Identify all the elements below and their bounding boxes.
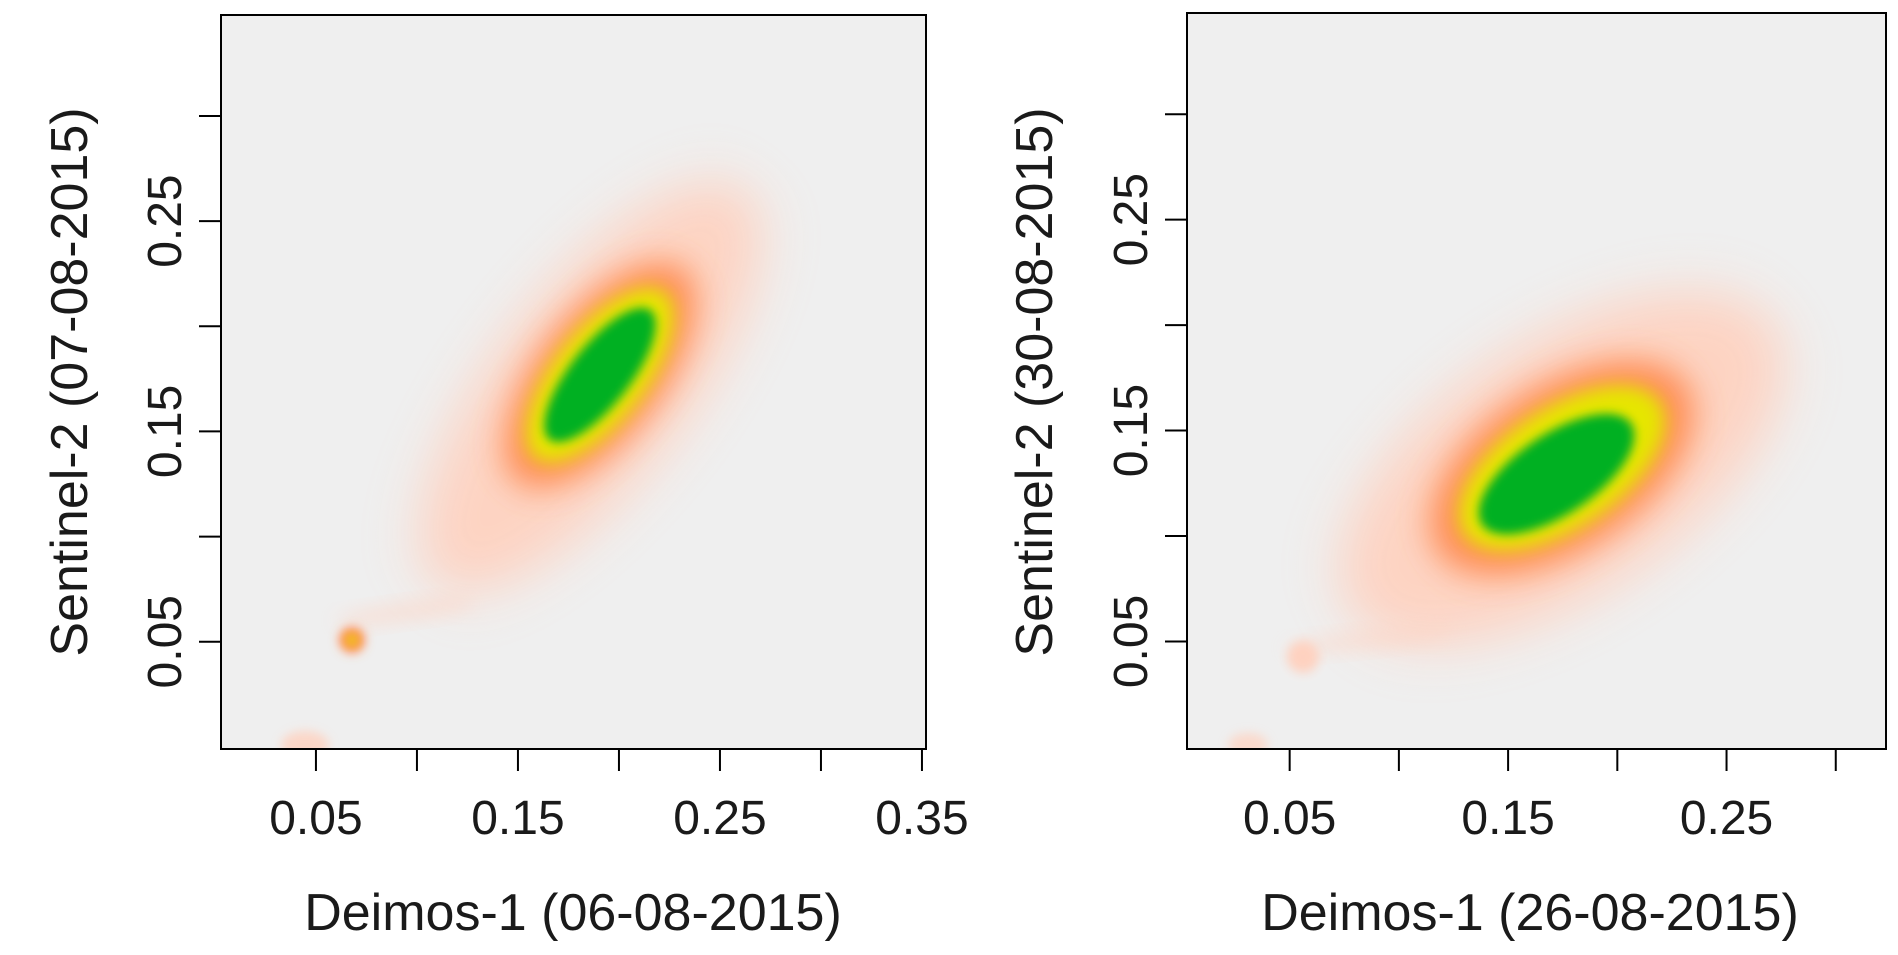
x-tick-label: 0.25 [1680, 792, 1773, 845]
density-blobs-left [281, 181, 762, 749]
density-spot-low [1228, 733, 1268, 749]
density-spot-low [281, 731, 329, 749]
panel-left: 0.05 0.15 0.25 0.35 0.05 0.15 0.25 Deimos-1 (… [41, 14, 969, 942]
density-spot-core [346, 634, 358, 646]
y-tick-label: 0.15 [1105, 384, 1158, 477]
y-axis-right: 0.05 0.15 0.25 [1105, 113, 1188, 688]
y-tick-label: 0.25 [1105, 173, 1158, 266]
x-tick-label: 0.05 [269, 792, 362, 845]
x-axis-label-right: Deimos-1 (26-08-2015) [1261, 884, 1799, 942]
y-tick-label: 0.25 [139, 174, 192, 267]
x-tick-label: 0.15 [1461, 792, 1554, 845]
panel-right: 0.05 0.15 0.25 0.05 0.15 0.25 Deimos-1 (26-0… [1006, 12, 1887, 942]
density-core [544, 307, 656, 443]
y-tick-label: 0.05 [1105, 595, 1158, 688]
density-tail [1285, 626, 1455, 654]
x-axis-right: 0.05 0.15 0.25 [1243, 748, 1837, 845]
x-axis-left: 0.05 0.15 0.25 0.35 [269, 748, 969, 845]
density-tail [335, 598, 475, 626]
x-axis-label-left: Deimos-1 (06-08-2015) [304, 884, 842, 942]
y-tick-label: 0.05 [139, 595, 192, 688]
density-spot [1287, 641, 1319, 673]
x-tick-label: 0.25 [673, 792, 766, 845]
x-tick-label: 0.15 [471, 792, 564, 845]
y-axis-label-right: Sentinel-2 (30-08-2015) [1006, 107, 1064, 656]
x-tick-label: 0.35 [875, 792, 968, 845]
y-tick-label: 0.15 [139, 385, 192, 478]
x-tick-label: 0.05 [1243, 792, 1336, 845]
y-axis-left: 0.05 0.15 0.25 [139, 114, 222, 688]
y-axis-label-left: Sentinel-2 (07-08-2015) [41, 107, 99, 656]
density-core [1478, 413, 1635, 535]
density-blobs-right [1228, 291, 1785, 749]
